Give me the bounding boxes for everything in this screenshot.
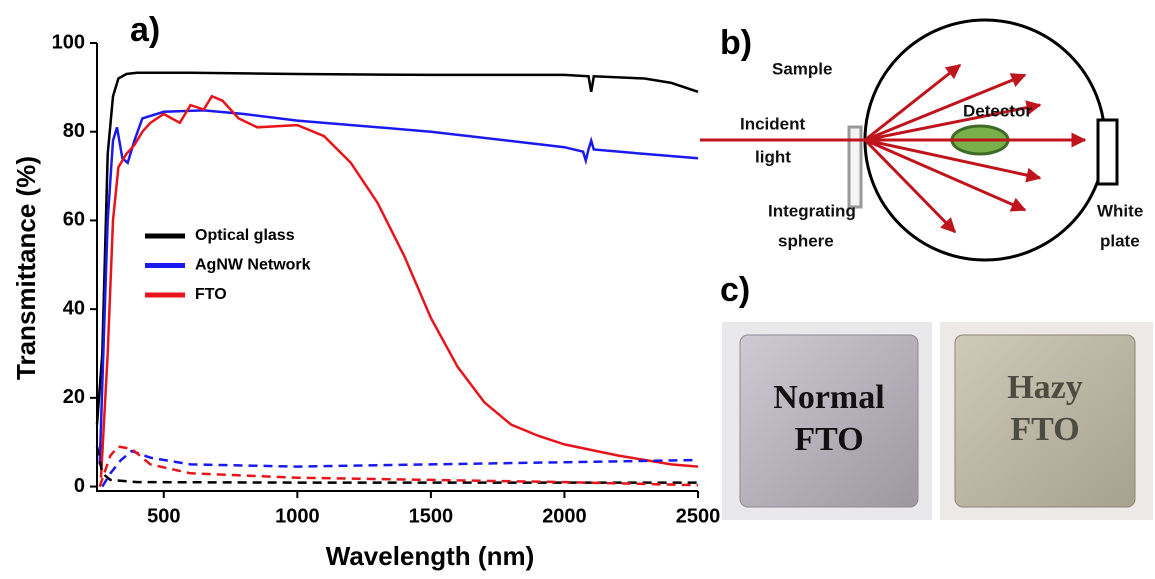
series-line — [98, 109, 699, 465]
series-line — [95, 446, 698, 484]
photo-text: Normal — [773, 379, 884, 416]
legend-label: Optical glass — [195, 227, 295, 244]
x-tick-label: 1500 — [409, 505, 454, 527]
glass — [739, 334, 919, 508]
rays — [700, 63, 1087, 234]
label: Sample — [772, 59, 832, 78]
photos: Normal FTO Hazy FTO — [722, 322, 1153, 520]
x-tick-label: 1000 — [275, 505, 320, 527]
panel-label: b) — [720, 24, 752, 62]
series-line — [99, 94, 699, 478]
sample — [847, 125, 863, 209]
y-tick-label: 60 — [63, 209, 85, 231]
panel-label: a) — [130, 11, 160, 49]
label: light — [755, 147, 791, 166]
label: plate — [1100, 231, 1140, 250]
panel-label: c) — [720, 271, 750, 309]
plot: 0 20 40 60 80 100 500 1000 1500 2000 2500 Optical g… — [52, 31, 721, 527]
y-axis-label: Transmittance (%) — [11, 156, 41, 380]
photo-text: Hazy — [1007, 369, 1083, 406]
x-tick-label: 500 — [147, 505, 180, 527]
white-plate — [1096, 118, 1119, 186]
legend-label: AgNW Network — [195, 257, 311, 274]
series-line — [101, 449, 699, 488]
x-axis-label: Wavelength (nm) — [326, 541, 534, 571]
y-tick-label: 40 — [63, 297, 85, 319]
y-tick-label: 0 — [74, 475, 85, 497]
glass — [954, 334, 1136, 508]
label: Detector — [963, 101, 1032, 120]
label: Incident — [740, 114, 806, 133]
label: White — [1097, 201, 1143, 220]
series-line — [98, 445, 699, 488]
label: sphere — [778, 231, 834, 250]
diagram: Sample Incident light Detector Integrati… — [700, 18, 1143, 262]
series-line — [95, 71, 699, 425]
legend-label: FTO — [195, 286, 227, 303]
y-tick-label: 20 — [63, 386, 85, 408]
y-tick-label: 80 — [63, 120, 85, 142]
x-tick-label: 2500 — [676, 505, 721, 527]
label: Integrating — [768, 201, 856, 220]
axes — [96, 43, 698, 492]
x-tick-label: 2000 — [542, 505, 587, 527]
photo-text: FTO — [794, 421, 863, 458]
y-tick-label: 100 — [52, 31, 85, 53]
photo-text: FTO — [1010, 411, 1079, 448]
